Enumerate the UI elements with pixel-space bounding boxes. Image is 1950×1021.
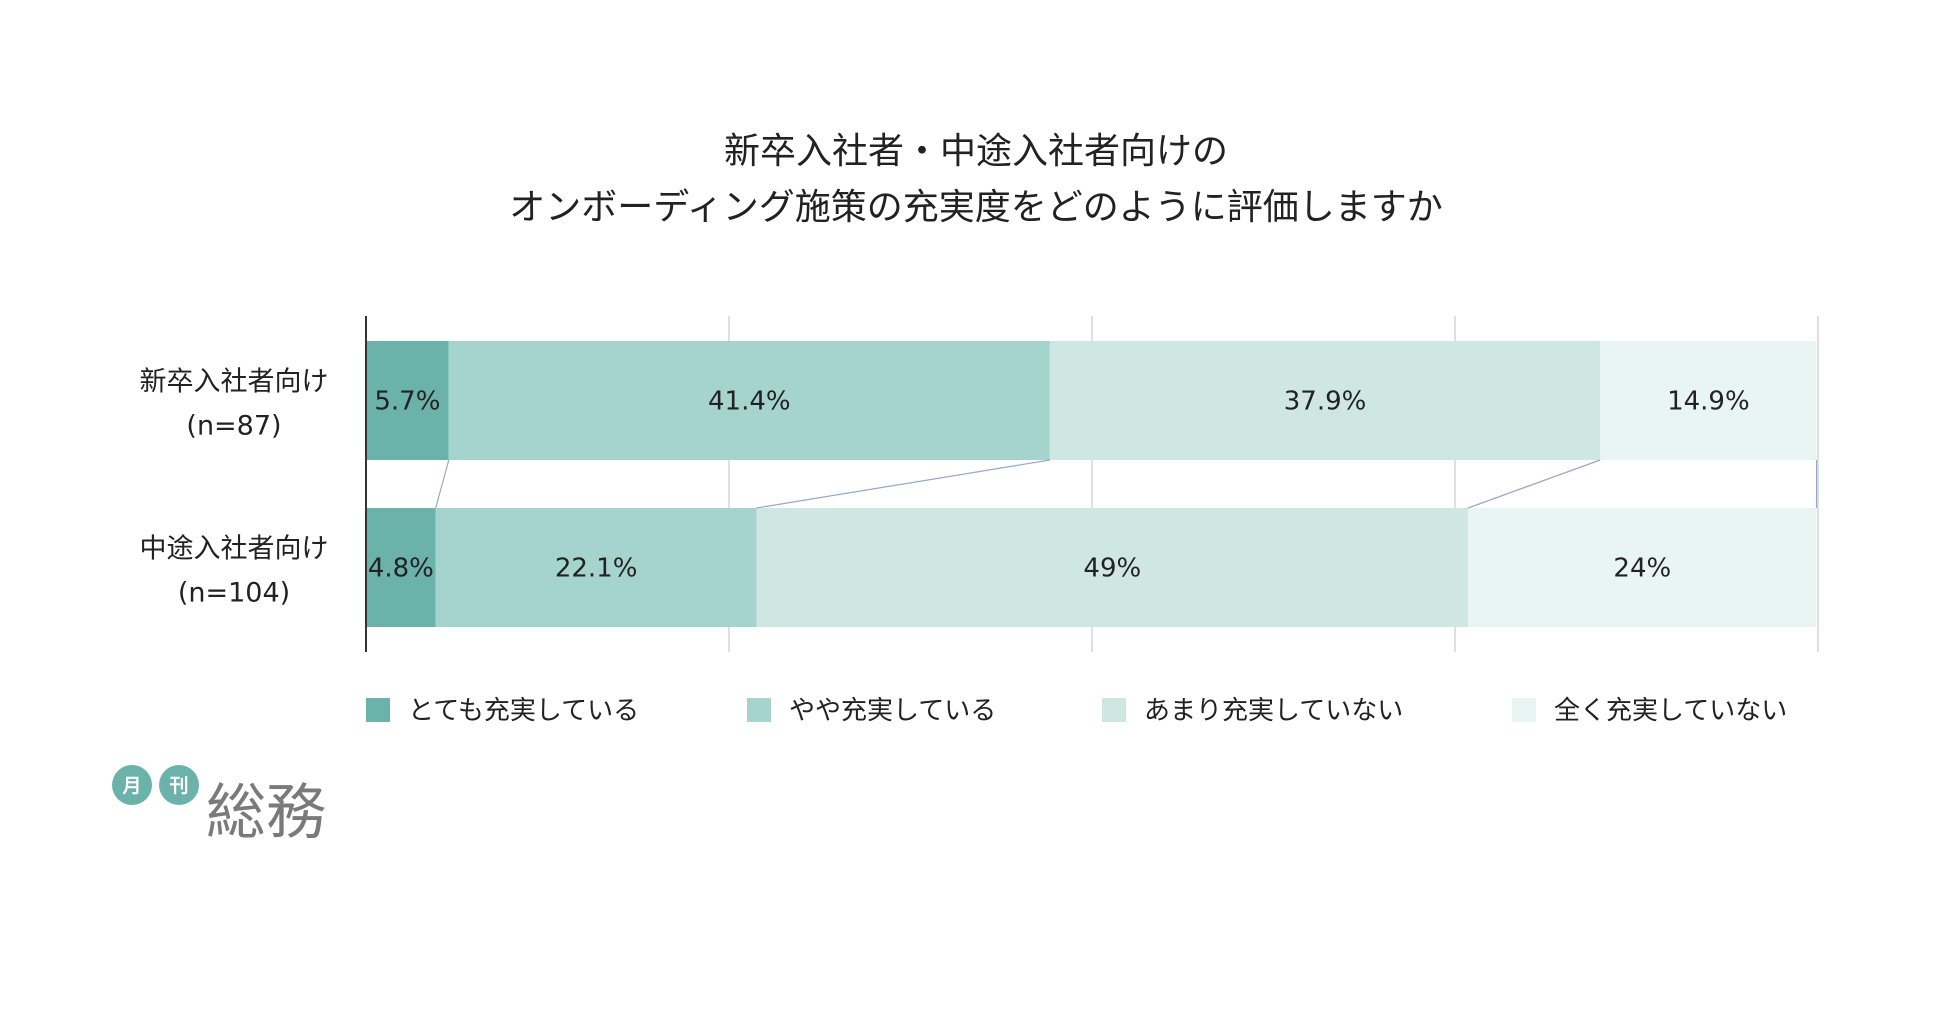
legend: とても充実している やや充実している あまり充実していない 全く充実していない <box>366 696 1787 726</box>
bar-segment <box>1049 341 1601 460</box>
series-connector-line <box>756 459 1050 509</box>
data-label: 5.7% <box>374 387 440 417</box>
legend-label: あまり充実していない <box>1144 696 1403 726</box>
bar-segment <box>366 508 436 627</box>
logo-circle <box>159 765 199 805</box>
legend-label: やや充実している <box>789 696 996 726</box>
category-labels: 新卒入社者向け (n=87) 中途入社者向け (n=104) <box>140 367 329 609</box>
bar-segment <box>435 508 757 627</box>
bar-segment <box>1600 341 1817 460</box>
data-label: 22.1% <box>555 554 638 584</box>
bars: 5.7% 41.4% 37.9% 14.9% 4.8% 22.1% 49% 24% <box>366 341 1817 627</box>
legend-item: 全く充実していない <box>1512 696 1787 726</box>
legend-label: 全く充実していない <box>1554 696 1787 726</box>
data-label: 24% <box>1613 554 1671 584</box>
legend-label: とても充実している <box>408 696 639 726</box>
logo-text-small: 刊 <box>169 775 188 797</box>
category-label: (n=87) <box>186 411 281 442</box>
bar-segment <box>756 508 1469 627</box>
data-label: 14.9% <box>1667 387 1750 417</box>
category-label: 中途入社者向け <box>140 534 329 565</box>
chart-title-line: オンボーディング施策の充実度をどのように評価しますか <box>509 187 1442 228</box>
bar-segment <box>1468 508 1817 627</box>
category-label: 新卒入社者向け <box>140 367 329 398</box>
data-label: 41.4% <box>708 387 791 417</box>
legend-swatch <box>1512 698 1536 722</box>
category-label: (n=104) <box>178 578 290 609</box>
chart-title-line: 新卒入社者・中途入社者向けの <box>724 131 1228 172</box>
series-connector-line <box>1467 459 1601 509</box>
legend-item: とても充実している <box>366 696 639 726</box>
bar-segment <box>448 341 1050 460</box>
series-connector-line <box>435 459 450 509</box>
series-connectors <box>435 459 1818 509</box>
data-label: 4.8% <box>368 554 434 584</box>
legend-swatch <box>1102 698 1126 722</box>
bar-segment <box>366 341 449 460</box>
logo-circle <box>112 765 152 805</box>
logo: 月 刊総務 <box>112 765 326 848</box>
legend-item: あまり充実していない <box>1102 696 1403 726</box>
legend-swatch <box>747 698 771 722</box>
logo-text-small: 月 <box>121 775 141 797</box>
logo-text-main: 総務 <box>206 778 326 848</box>
legend-item: やや充実している <box>747 696 996 726</box>
legend-swatch <box>366 698 390 722</box>
data-label: 49% <box>1083 554 1141 584</box>
data-label: 37.9% <box>1284 387 1367 417</box>
